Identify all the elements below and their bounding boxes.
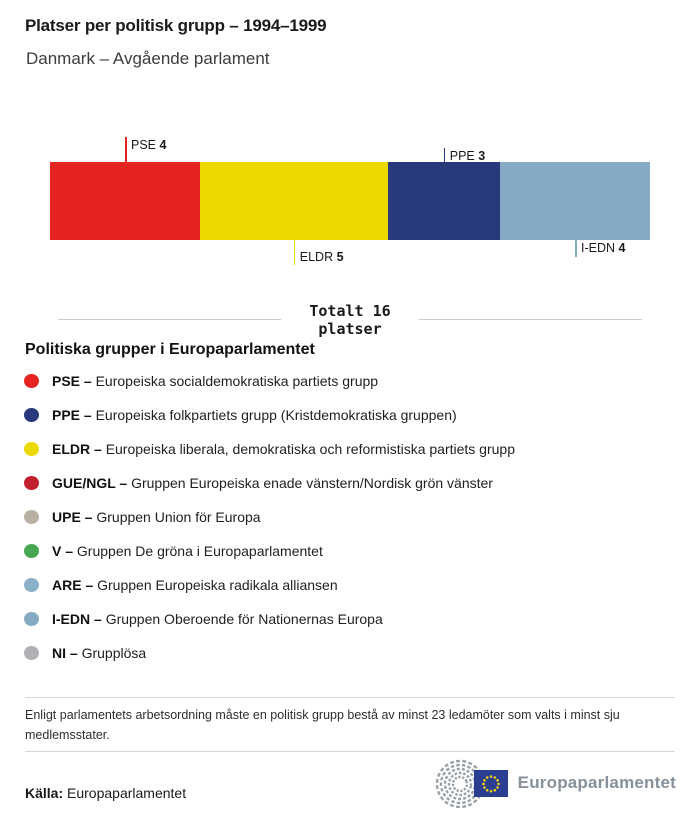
legend-item-text: UPE – Gruppen Union för Europa bbox=[52, 509, 261, 525]
segment-label-ppe: PPE 3 bbox=[450, 149, 485, 163]
bar-segment-pse bbox=[50, 162, 200, 240]
divider-line-right bbox=[418, 319, 642, 320]
legend-color-dot bbox=[24, 510, 39, 524]
segment-label-eldr: ELDR 5 bbox=[300, 250, 344, 264]
bar-segment-ppe bbox=[387, 162, 500, 240]
legend-item-name: Europeiska socialdemokratiska partiets g… bbox=[95, 373, 379, 389]
legend-color-dot bbox=[24, 578, 39, 592]
legend-item: PPE – Europeiska folkpartiets grupp (Kri… bbox=[24, 405, 684, 425]
total-line1: Totalt 16 bbox=[309, 302, 391, 320]
legend-color-dot bbox=[24, 374, 39, 388]
legend-item-text: GUE/NGL – Gruppen Europeiska enade vänst… bbox=[52, 475, 493, 491]
legend-color-dot bbox=[24, 544, 39, 558]
footnote-divider-bottom bbox=[25, 751, 675, 752]
divider-line-left bbox=[58, 319, 282, 320]
legend-item-abbr: NI – bbox=[52, 645, 82, 661]
legend-item-name: Gruppen Europeiska enade vänstern/Nordis… bbox=[131, 475, 493, 491]
page-title: Platser per politisk grupp – 1994–1999 bbox=[25, 16, 327, 35]
legend-item-abbr: UPE – bbox=[52, 509, 97, 525]
source-label: Källa: bbox=[25, 785, 64, 801]
bar-segment-eldr bbox=[200, 162, 388, 240]
segment-label-i-edn: I-EDN 4 bbox=[581, 241, 625, 255]
legend-item-abbr: GUE/NGL – bbox=[52, 475, 132, 491]
legend-item: V – Gruppen De gröna i Europaparlamentet bbox=[24, 541, 684, 561]
legend-item-abbr: I-EDN – bbox=[52, 611, 106, 627]
segment-label-group: PSE bbox=[131, 138, 160, 152]
legend-item-name: Gruppen Oberoende för Nationernas Europa bbox=[105, 611, 383, 627]
segment-label-seats: 4 bbox=[618, 241, 626, 255]
legend-item: UPE – Gruppen Union för Europa bbox=[24, 507, 684, 527]
legend-color-dot bbox=[24, 646, 39, 660]
legend-item: I-EDN – Gruppen Oberoende för Nationerna… bbox=[24, 609, 684, 629]
legend-color-dot bbox=[24, 612, 39, 626]
legend-item: NI – Grupplösa bbox=[24, 643, 684, 663]
legend-item-name: Gruppen Europeiska radikala alliansen bbox=[97, 577, 338, 593]
legend-item-name: Europeiska liberala, demokratiska och re… bbox=[105, 441, 515, 457]
tick-i-edn bbox=[575, 240, 577, 257]
tick-ppe bbox=[443, 148, 446, 162]
page-subtitle: Danmark – Avgående parlament bbox=[26, 49, 270, 68]
legend-item-abbr: ARE – bbox=[52, 577, 98, 593]
ep-logo-row: Europaparlamentet bbox=[434, 758, 676, 808]
legend-item: GUE/NGL – Gruppen Europeiska enade vänst… bbox=[24, 473, 684, 493]
source-line: Källa: Europaparlamentet bbox=[25, 785, 186, 801]
legend-item-text: ELDR – Europeiska liberala, demokratiska… bbox=[52, 441, 515, 457]
legend-item: ELDR – Europeiska liberala, demokratiska… bbox=[24, 439, 684, 459]
legend-item-name: Gruppen De gröna i Europaparlamentet bbox=[76, 543, 323, 559]
segment-label-seats: 4 bbox=[159, 138, 167, 152]
total-seats-label: Totalt 16 platser bbox=[309, 302, 390, 338]
legend-item-abbr: ELDR – bbox=[52, 441, 106, 457]
tick-eldr bbox=[293, 240, 296, 265]
total-divider: Totalt 16 platser bbox=[0, 302, 700, 338]
segment-label-seats: 5 bbox=[336, 250, 344, 264]
european-parliament-logo-icon bbox=[435, 759, 508, 808]
legend-item-text: PPE – Europeiska folkpartiets grupp (Kri… bbox=[52, 407, 457, 423]
legend-item-text: V – Gruppen De gröna i Europaparlamentet bbox=[52, 543, 323, 559]
legend-item-abbr: PSE – bbox=[52, 373, 96, 389]
ep-logo-text: Europaparlamentet bbox=[517, 773, 676, 792]
eu-flag-stars bbox=[481, 775, 500, 793]
legend-item-text: PSE – Europeiska socialdemokratiska part… bbox=[52, 373, 378, 389]
legend-item: PSE – Europeiska socialdemokratiska part… bbox=[24, 371, 684, 391]
legend-color-dot bbox=[24, 476, 39, 490]
total-line2: platser bbox=[318, 320, 382, 338]
segment-label-pse: PSE 4 bbox=[131, 138, 166, 152]
bar-segment-i-edn bbox=[500, 162, 650, 240]
legend-list: PSE – Europeiska socialdemokratiska part… bbox=[24, 371, 684, 677]
stacked-seat-bar bbox=[50, 162, 650, 240]
legend-item-name: Grupplösa bbox=[81, 645, 147, 661]
legend-item-name: Europeiska folkpartiets grupp (Kristdemo… bbox=[95, 407, 457, 423]
legend-item-text: NI – Grupplösa bbox=[52, 645, 146, 661]
footnote-divider-top bbox=[25, 697, 675, 698]
legend-color-dot bbox=[24, 408, 39, 422]
legend-color-dot bbox=[24, 442, 39, 456]
legend-item: ARE – Gruppen Europeiska radikala allian… bbox=[24, 575, 684, 595]
footnote-text: Enligt parlamentets arbetsordning måste … bbox=[25, 708, 620, 742]
segment-label-group: PPE bbox=[449, 149, 479, 163]
legend-item-abbr: PPE – bbox=[52, 407, 96, 423]
source-value: Europaparlamentet bbox=[67, 785, 187, 801]
legend-item-name: Gruppen Union för Europa bbox=[96, 509, 261, 525]
legend-item-text: I-EDN – Gruppen Oberoende för Nationerna… bbox=[52, 611, 383, 627]
segment-label-group: ELDR bbox=[299, 250, 337, 264]
legend-heading: Politiska grupper i Europaparlamentet bbox=[25, 341, 315, 358]
eu-flag bbox=[473, 770, 508, 797]
legend-item-abbr: V – bbox=[52, 543, 77, 559]
legend-item-text: ARE – Gruppen Europeiska radikala allian… bbox=[52, 577, 338, 593]
segment-label-seats: 3 bbox=[478, 149, 486, 163]
segment-label-group: I-EDN bbox=[581, 241, 619, 255]
tick-pse bbox=[125, 137, 127, 162]
